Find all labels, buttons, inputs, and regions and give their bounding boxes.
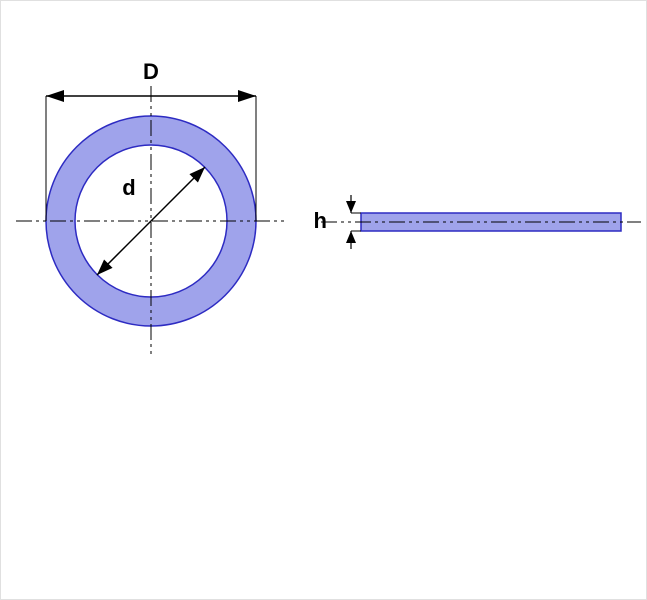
dim-h-label: h bbox=[314, 208, 327, 233]
dim-d-label: d bbox=[122, 175, 135, 200]
diagram-stage: Dd h bbox=[0, 0, 647, 600]
dim-D-label: D bbox=[143, 59, 159, 84]
